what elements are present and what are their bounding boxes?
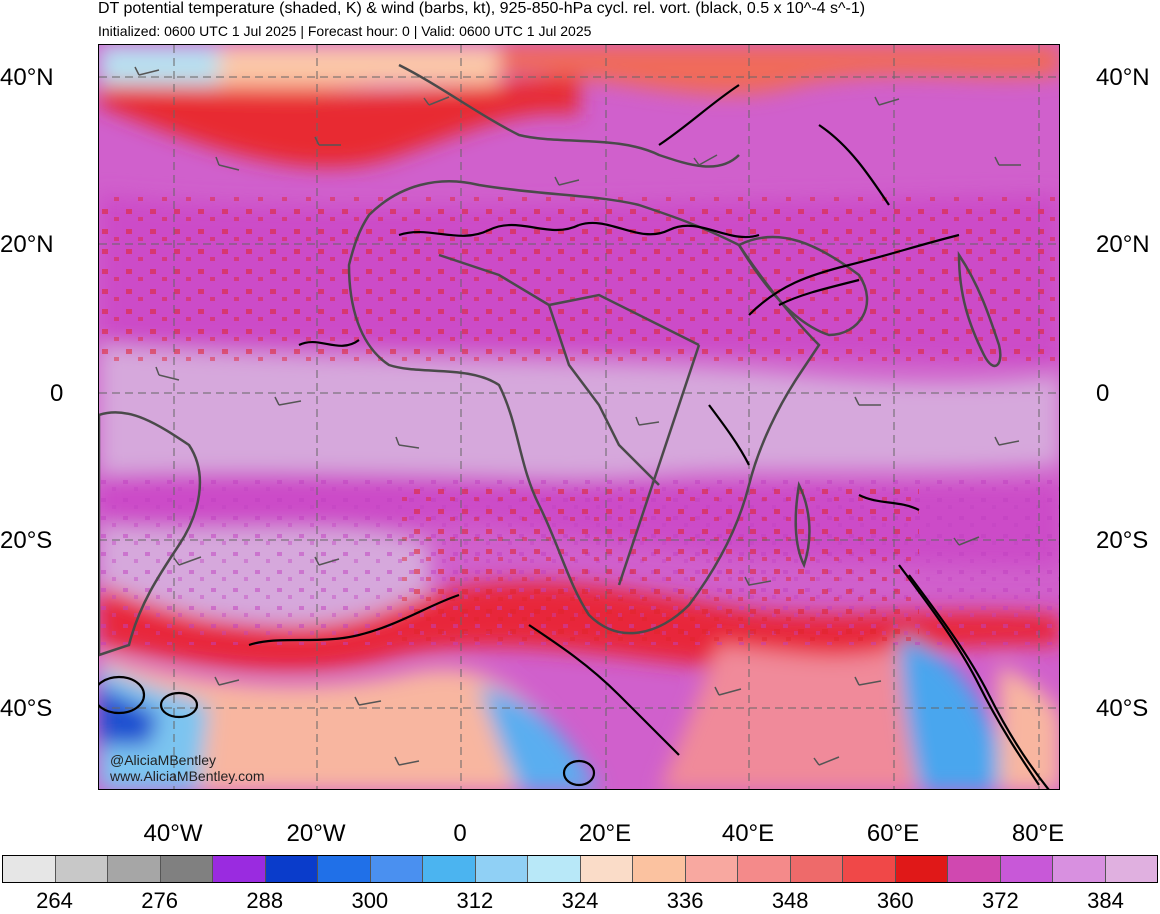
colorbar-cell [843,856,896,882]
lat-label-20s-right: 20°S [1096,527,1149,554]
colorbar-cell [423,856,476,882]
lat-label-40n-right: 40°N [1096,64,1150,91]
colorbar-cell [108,856,161,882]
lon-label-40w: 40°W [143,820,203,847]
colorbar-cell [265,856,318,882]
graticule [99,45,1059,789]
lat-label-20n-left: 20°N [0,231,54,258]
colorbar-tick-label: 348 [771,888,809,913]
lat-label-20n-right: 20°N [1096,231,1150,258]
lon-label-20w: 20°W [286,820,346,847]
colorbar-tick-label: 300 [351,888,389,913]
credit-handle: @AliciaMBentley [110,752,217,768]
colorbar-cell [685,856,738,882]
colorbar-tick-label: 264 [36,888,73,913]
chart-title: DT potential temperature (shaded, K) & w… [98,0,866,17]
colorbar-tick-label: 312 [456,888,494,913]
chart-subtitle: Initialized: 0600 UTC 1 Jul 2025 | Forec… [98,23,592,39]
colorbar-cell [370,856,423,882]
lat-label-equator-left: 0 [50,380,64,407]
colorbar-cell [318,856,371,882]
colorbar-tick-label: 324 [561,888,599,913]
potential-temperature-map [99,45,1059,789]
map-panel [98,44,1060,790]
colorbar-cell [1053,856,1106,882]
colorbar-cell [475,856,528,882]
colorbar-cell [948,856,1001,882]
lon-label-60e: 60°E [866,820,920,847]
colorbar-cell [580,856,633,882]
lon-label-40e: 40°E [721,820,775,847]
colorbar-tick-label: 276 [141,888,178,913]
colorbar-cell [738,856,791,882]
colorbar-tick-label: 336 [666,888,704,913]
colorbar-cell [55,856,108,882]
colorbar-tick-label: 360 [876,888,914,913]
colorbar-cell [633,856,686,882]
credit-website: www.AliciaMBentley.com [110,768,265,784]
colorbar-cell [790,856,843,882]
colorbar-cell [160,856,213,882]
colorbar-cell [1105,856,1157,882]
colorbar [2,855,1158,883]
vorticity-contours [99,84,1050,789]
lat-label-20s-left: 20°S [0,527,53,554]
colorbar-tick-label: 384 [1087,888,1124,913]
colorbar-cell [213,856,266,882]
lat-label-equator-right: 0 [1096,380,1110,407]
lon-label-80e: 80°E [1011,820,1065,847]
colorbar-cell [3,856,56,882]
colorbar-tick-label: 288 [246,888,284,913]
colorbar-cell [1000,856,1053,882]
wind-barbs [134,66,1021,766]
lon-label-20e: 20°E [578,820,632,847]
colorbar-cell [528,856,581,882]
lat-label-40n-left: 40°N [0,64,54,91]
colorbar-cell [895,856,948,882]
lat-label-40s-right: 40°S [1096,695,1149,722]
lat-label-40s-left: 40°S [0,695,53,722]
colorbar-tick-label: 372 [982,888,1019,913]
lon-label-0: 0 [453,820,467,847]
